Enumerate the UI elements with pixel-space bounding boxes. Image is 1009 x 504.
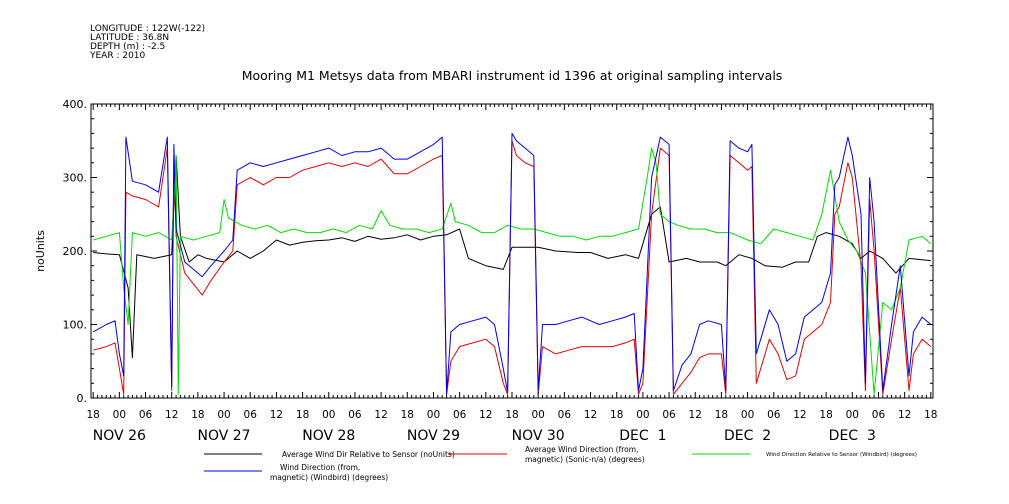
axis-ticks xyxy=(91,103,933,399)
series-sonic-dir xyxy=(93,140,932,395)
x-day-label: NOV 29 xyxy=(407,428,460,444)
x-tick-label: 00 xyxy=(113,409,126,421)
x-tick-label: 18 xyxy=(819,409,832,421)
x-tick-label: 18 xyxy=(296,409,309,421)
x-tick-label: 00 xyxy=(741,409,754,421)
x-day-label: DEC 3 xyxy=(829,428,876,444)
chart-title: Mooring M1 Metsys data from MBARI instru… xyxy=(242,68,783,83)
x-tick-label: 12 xyxy=(479,409,492,421)
x-tick-label: 00 xyxy=(531,409,544,421)
y-tick-label: 100. xyxy=(63,319,88,332)
legend-label-sonic-dir-line1: Average Wind Direction (from, xyxy=(525,445,638,454)
x-tick-label: 12 xyxy=(584,409,597,421)
x-tick-label: 18 xyxy=(191,409,204,421)
y-tick-label: 300. xyxy=(63,172,88,185)
x-day-label: DEC 2 xyxy=(724,428,771,444)
x-day-label: NOV 30 xyxy=(512,428,565,444)
legend: Average Wind Dir Relative to Sensor (noU… xyxy=(204,445,917,482)
metadata-longitude: LONGITUDE : 122W(-122) xyxy=(90,24,205,34)
metadata-depth: DEPTH (m) : -2.5 xyxy=(90,42,165,52)
y-tick-label: 0. xyxy=(77,392,88,405)
y-tick-labels: 0. 100. 200. 300. 400. xyxy=(63,98,88,405)
x-day-label: NOV 26 xyxy=(93,428,146,444)
x-tick-label: 18 xyxy=(924,409,937,421)
series-layer xyxy=(92,132,932,395)
x-tick-label: 06 xyxy=(662,409,676,421)
x-tick-label: 18 xyxy=(505,409,518,421)
y-tick-label: 400. xyxy=(63,98,88,111)
x-day-label: NOV 27 xyxy=(198,428,251,444)
x-day-label: NOV 28 xyxy=(302,428,355,444)
x-tick-label: 18 xyxy=(86,409,99,421)
x-tick-label: 00 xyxy=(846,409,859,421)
x-tick-labels: 18 00 06 12 18 00 06 12 18 00 06 12 18 00 06 12 18 00 06 12… xyxy=(86,409,937,421)
metadata-year: YEAR : 2010 xyxy=(89,51,146,61)
legend-label-sonic-dir-line2: magnetic) (Sonic-n/a) (degrees) xyxy=(525,455,645,464)
series-relative-dir xyxy=(93,155,931,359)
x-tick-label: 12 xyxy=(374,409,387,421)
legend-label-windbird-dir-line1: Wind Direction (from, xyxy=(280,463,360,472)
x-tick-label: 06 xyxy=(558,409,572,421)
x-tick-label: 12 xyxy=(270,409,283,421)
y-axis-label: noUnits xyxy=(34,230,47,272)
legend-label-windbird-dir-line2: magnetic) (Windbird) (degrees) xyxy=(270,473,388,482)
legend-label-relative-dir: Average Wind Dir Relative to Sensor (noU… xyxy=(282,450,455,459)
x-tick-label: 12 xyxy=(165,409,178,421)
x-tick-label: 18 xyxy=(401,409,414,421)
plot-area xyxy=(90,103,934,399)
x-tick-label: 00 xyxy=(322,409,335,421)
x-tick-label: 06 xyxy=(767,409,781,421)
x-tick-label: 12 xyxy=(793,409,806,421)
metadata-latitude: LATITUDE : 36.8N xyxy=(90,33,169,43)
x-day-label: DEC 1 xyxy=(619,428,666,444)
x-tick-label: 00 xyxy=(217,409,230,421)
x-tick-label: 06 xyxy=(244,409,258,421)
x-tick-label: 06 xyxy=(453,409,467,421)
mooring-metadata: LONGITUDE : 122W(-122) LATITUDE : 36.8N … xyxy=(89,24,205,61)
x-tick-label: 00 xyxy=(636,409,649,421)
x-tick-label: 18 xyxy=(715,409,728,421)
x-day-labels: NOV 26 NOV 27 NOV 28 NOV 29 NOV 30 DEC 1 DEC 2… xyxy=(93,428,876,444)
x-tick-label: 00 xyxy=(427,409,440,421)
series-windbird-dir xyxy=(92,132,932,395)
x-tick-label: 06 xyxy=(139,409,153,421)
series-windbird-relative xyxy=(93,147,932,395)
y-tick-label: 200. xyxy=(63,245,88,258)
x-tick-label: 12 xyxy=(689,409,702,421)
x-tick-label: 12 xyxy=(898,409,911,421)
x-tick-label: 06 xyxy=(348,409,362,421)
legend-label-windbird-relative: Wind Direction Relative to Sensor (Windb… xyxy=(766,452,917,458)
x-tick-label: 18 xyxy=(610,409,623,421)
x-tick-label: 06 xyxy=(872,409,886,421)
